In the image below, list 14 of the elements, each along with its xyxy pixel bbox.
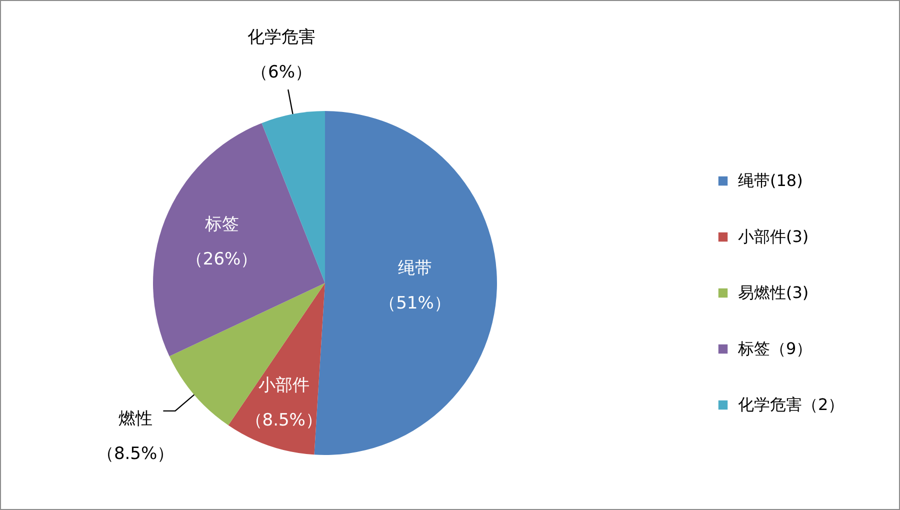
pie-slice (314, 111, 497, 455)
legend-label: 小部件(3) (738, 227, 809, 246)
data-label: 小部件（8.5%） (245, 376, 322, 431)
legend-label: 标签（9） (737, 339, 812, 358)
legend-label: 易燃性(3) (738, 283, 809, 302)
pie-slice (262, 111, 325, 283)
legend-label: 化学危害（2） (738, 395, 844, 414)
pie-slice (228, 283, 325, 455)
data-label: 化学危害（6%） (248, 28, 316, 83)
data-label: 标签（26%） (186, 214, 258, 270)
data-label: 燃性（8.5%） (96, 408, 174, 464)
pie-slice (153, 123, 325, 356)
legend-label: 绳带(18) (738, 171, 803, 190)
data-label: 绳带（51%） (379, 258, 451, 314)
